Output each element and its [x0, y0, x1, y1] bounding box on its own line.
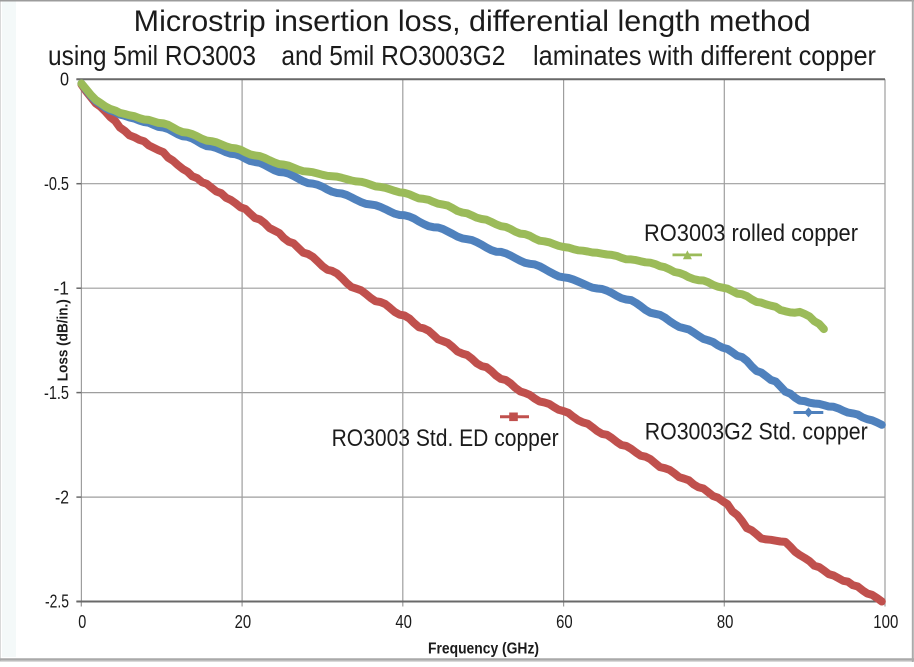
svg-text:20: 20	[235, 612, 252, 632]
svg-text:-1: -1	[54, 278, 70, 298]
svg-text:100: 100	[873, 612, 898, 632]
svg-text:80: 80	[717, 612, 734, 632]
svg-text:and 5mil RO3003G2: and 5mil RO3003G2	[281, 40, 505, 71]
svg-text:Loss (dB/in.): Loss (dB/in.)	[55, 299, 72, 381]
svg-text:using 5mil RO3003: using 5mil RO3003	[48, 40, 256, 71]
svg-text:-0.5: -0.5	[44, 174, 69, 194]
svg-text:60: 60	[556, 612, 573, 632]
svg-text:-1.5: -1.5	[44, 383, 69, 403]
svg-text:RO3003G2 Std. copper: RO3003G2 Std. copper	[645, 419, 868, 446]
svg-text:Frequency (GHz): Frequency (GHz)	[428, 640, 539, 657]
svg-text:0: 0	[60, 70, 69, 90]
svg-text:RO3003 rolled copper: RO3003 rolled copper	[644, 220, 858, 247]
svg-text:-2.5: -2.5	[45, 592, 69, 612]
svg-text:RO3003 Std. ED copper: RO3003 Std. ED copper	[332, 425, 559, 452]
svg-text:Microstrip insertion loss, dif: Microstrip insertion loss, differential …	[134, 5, 811, 38]
svg-text:-2: -2	[55, 487, 69, 507]
svg-text:0: 0	[78, 612, 86, 632]
svg-text:40: 40	[395, 612, 412, 632]
svg-text:laminates with different coppe: laminates with different copper	[533, 40, 876, 71]
